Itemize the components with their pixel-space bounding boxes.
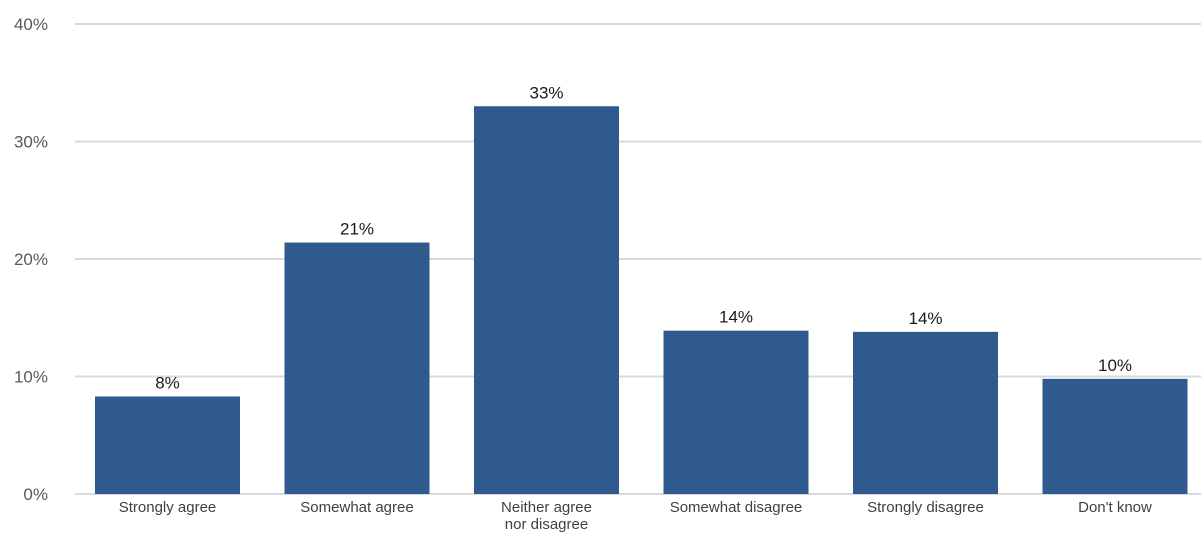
- bar: [95, 396, 240, 494]
- data-label: 14%: [719, 308, 753, 327]
- gridlines: [75, 23, 1201, 495]
- y-tick-label: 10%: [14, 368, 48, 387]
- bar: [663, 330, 809, 494]
- x-axis-labels: Strongly agree Somewhat agree Neither agre…: [119, 499, 1152, 533]
- y-tick-label: 30%: [14, 133, 48, 152]
- data-labels: 8% 21% 33% 14% 14% 10%: [155, 83, 1132, 392]
- x-tick-label: Strongly agree: [119, 499, 217, 516]
- x-tick-label: Somewhat disagree: [670, 499, 803, 516]
- x-tick-label: Neither agree: [501, 499, 592, 516]
- data-label: 14%: [908, 309, 942, 328]
- bar: [284, 242, 430, 494]
- y-tick-label: 40%: [14, 15, 48, 34]
- y-tick-label: 20%: [14, 250, 48, 269]
- bar: [1042, 378, 1188, 494]
- x-tick-label: Strongly disagree: [867, 499, 984, 516]
- x-tick-label: Don't know: [1078, 499, 1152, 516]
- y-tick-label: 0%: [23, 485, 48, 504]
- bar: [853, 331, 998, 494]
- data-label: 10%: [1098, 356, 1132, 375]
- bar: [474, 106, 619, 494]
- x-tick-label: Somewhat agree: [300, 499, 413, 516]
- x-tick-label: nor disagree: [505, 516, 588, 533]
- data-label: 21%: [340, 220, 374, 239]
- data-label: 33%: [529, 83, 563, 102]
- bars: [95, 106, 1188, 494]
- y-axis-ticks: 0% 10% 20% 30% 40%: [14, 15, 48, 504]
- data-label: 8%: [155, 373, 180, 392]
